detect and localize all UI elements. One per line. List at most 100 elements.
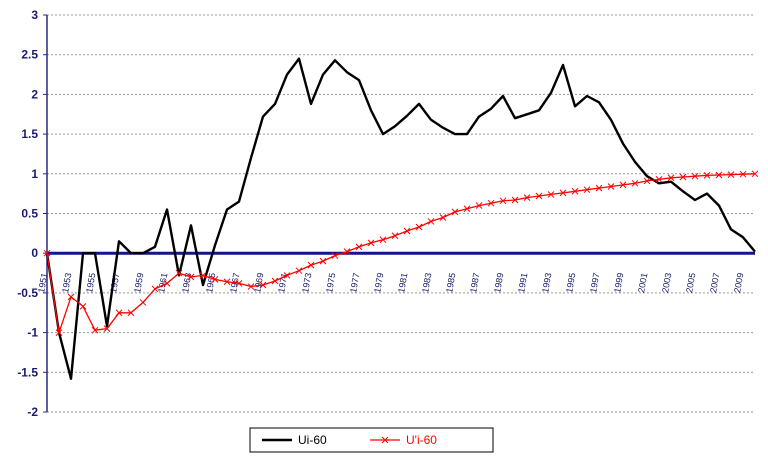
- data-point: [739, 170, 747, 178]
- series-line: [45, 57, 756, 380]
- legend-marker: [381, 436, 389, 444]
- x-tick-label: 1961: [156, 272, 169, 293]
- y-tick-label: 0.5: [21, 207, 38, 221]
- data-point: [223, 278, 231, 286]
- legend: Ui-60 U'i-60: [249, 427, 494, 453]
- data-point: [511, 196, 519, 204]
- data-point: [115, 309, 123, 317]
- data-point: [643, 177, 651, 185]
- y-tick-label: 3: [31, 8, 38, 22]
- x-tick-label: 1955: [84, 272, 97, 293]
- x-tick-label: 1953: [60, 272, 73, 293]
- data-point: [187, 273, 195, 281]
- x-tick-label: 1989: [492, 272, 505, 293]
- data-point: [55, 329, 63, 336]
- data-point: [583, 186, 591, 194]
- data-point: [475, 202, 483, 209]
- x-tick-label: 2009: [732, 272, 745, 293]
- data-point: [451, 208, 459, 216]
- x-tick-label: 1999: [612, 272, 625, 293]
- data-point: [439, 214, 447, 221]
- x-tick-label: 1983: [420, 272, 433, 293]
- data-point: [499, 197, 507, 205]
- legend-label: Ui-60: [298, 433, 327, 447]
- data-point: [379, 236, 387, 244]
- data-point: [151, 285, 159, 293]
- y-tick-label: 2.5: [21, 48, 38, 62]
- x-tick-label: 2007: [708, 272, 721, 293]
- y-tick-label: 0: [31, 246, 38, 260]
- data-point: [523, 194, 531, 201]
- data-point: [91, 326, 99, 334]
- y-tick-label: -1: [27, 326, 38, 340]
- x-tick-label: 1951: [36, 272, 49, 293]
- x-tick-label: 2005: [684, 272, 697, 293]
- data-point: [271, 277, 279, 285]
- data-point: [655, 176, 663, 183]
- data-point: [427, 218, 435, 225]
- data-point: [319, 257, 327, 265]
- data-point: [463, 205, 471, 213]
- data-point: [211, 276, 219, 283]
- data-point: [259, 281, 267, 289]
- data-point: [79, 303, 87, 310]
- data-point: [307, 261, 315, 269]
- x-tick-label: 1981: [396, 272, 409, 293]
- x-tick-label: 1971: [276, 272, 289, 293]
- y-tick-label: -0.5: [17, 286, 38, 300]
- data-point: [175, 269, 183, 277]
- y-tick-label: 1.5: [21, 127, 38, 141]
- legend-label: U'i-60: [406, 433, 437, 447]
- x-tick-label: 1979: [372, 272, 385, 293]
- data-point: [547, 191, 555, 198]
- x-tick-label: 1969: [252, 272, 265, 293]
- x-tick-label: 1991: [516, 272, 529, 293]
- y-tick-label: 2: [31, 87, 38, 101]
- x-tick-label: 2001: [636, 272, 649, 293]
- data-point: [667, 174, 675, 182]
- data-point: [163, 280, 171, 287]
- series-2: [43, 170, 759, 336]
- data-point: [127, 309, 135, 317]
- data-point: [619, 181, 627, 189]
- data-point: [715, 171, 723, 179]
- series-1: [45, 57, 756, 380]
- data-point: [391, 232, 399, 240]
- data-point: [571, 187, 579, 195]
- data-point: [679, 173, 687, 181]
- x-tick-label: 1977: [348, 272, 361, 293]
- data-point: [367, 239, 375, 247]
- x-tick-label: 1975: [324, 272, 337, 293]
- data-point: [235, 280, 243, 287]
- data-point: [535, 192, 543, 200]
- data-point: [487, 199, 495, 207]
- series-line: [46, 173, 756, 334]
- data-point: [751, 170, 759, 178]
- data-point: [343, 248, 351, 255]
- data-point: [103, 325, 111, 332]
- data-point: [355, 243, 363, 251]
- x-tick-label: 1995: [564, 272, 577, 293]
- y-tick-label: 1: [31, 167, 38, 181]
- data-point: [607, 183, 615, 190]
- data-point: [703, 172, 711, 179]
- data-point: [67, 293, 75, 301]
- data-point: [283, 272, 291, 279]
- y-tick-label: -2: [27, 405, 38, 419]
- data-point: [595, 184, 603, 192]
- data-point: [247, 283, 255, 290]
- y-axis: 3 2.5 2 1.5 1 0.5 0 -0.5 -1 -1.5 -2: [17, 8, 48, 419]
- data-point: [295, 267, 303, 275]
- grid-layer: [47, 14, 755, 413]
- x-tick-label: 1985: [444, 272, 457, 293]
- x-tick-label: 1997: [588, 272, 601, 293]
- x-tick-label: 1993: [540, 272, 553, 293]
- data-point: [43, 249, 51, 257]
- data-point: [139, 299, 147, 306]
- data-point: [559, 189, 567, 197]
- x-tick-label: 1973: [300, 272, 313, 293]
- data-point: [631, 179, 639, 187]
- x-axis-tick-labels: 1951 1953 1955 1957 1959 1961 1963 1965 1967 1969…: [36, 272, 745, 293]
